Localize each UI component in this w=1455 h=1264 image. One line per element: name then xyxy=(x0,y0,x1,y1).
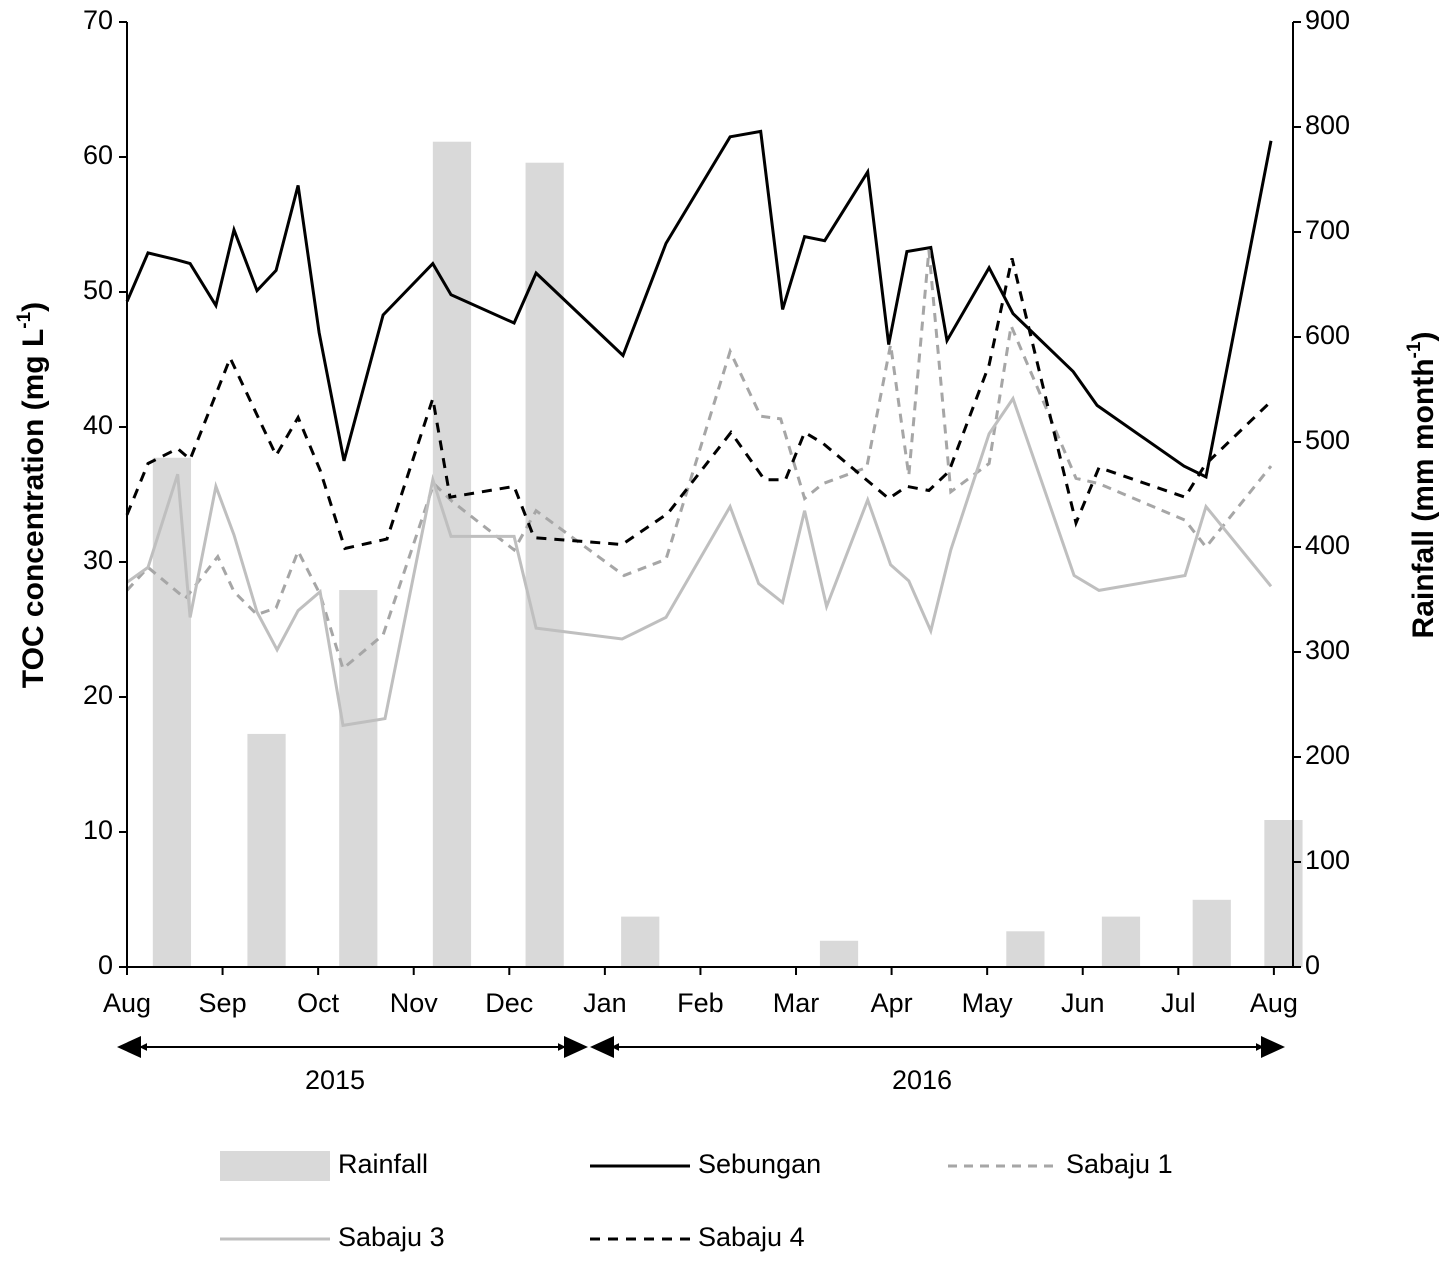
legend-label: Rainfall xyxy=(338,1149,428,1179)
rainfall-bar xyxy=(621,916,660,967)
arrow-head xyxy=(1261,1036,1285,1058)
rainfall-bar xyxy=(1264,820,1303,967)
y2-axis-label: Rainfall (mm month-1) xyxy=(1404,332,1440,639)
x-tick-label: Feb xyxy=(677,988,724,1018)
year-label: 2016 xyxy=(892,1065,952,1095)
y-tick-label: 60 xyxy=(83,140,113,170)
x-tick-label: Nov xyxy=(390,988,439,1018)
x-tick-label: Apr xyxy=(871,988,913,1018)
x-tick-label: Jul xyxy=(1161,988,1196,1018)
y-axis-label: TOC concentration (mg L-1) xyxy=(14,302,50,688)
bars xyxy=(152,141,1303,967)
y2-tick-label: 700 xyxy=(1305,215,1350,245)
rainfall-bar xyxy=(1006,931,1045,967)
y2-tick-label: 0 xyxy=(1305,950,1320,980)
x-tick-label: Jan xyxy=(583,988,627,1018)
y2-tick-label: 500 xyxy=(1305,425,1350,455)
rainfall-bar xyxy=(432,141,472,967)
y2-label-end: ) xyxy=(1407,332,1440,342)
rainfall-bar xyxy=(819,940,859,967)
y2-tick-label: 100 xyxy=(1305,845,1350,875)
y-label-end: ) xyxy=(17,302,50,312)
rainfall-bar xyxy=(339,590,378,967)
y2-tick-label: 900 xyxy=(1305,5,1350,35)
y2-tick-label: 800 xyxy=(1305,110,1350,140)
y2-tick-label: 200 xyxy=(1305,740,1350,770)
y-tick-label: 30 xyxy=(83,545,113,575)
y2-tick-label: 600 xyxy=(1305,320,1350,350)
y-tick-label: 70 xyxy=(83,5,113,35)
lines xyxy=(125,129,1273,728)
y-tick-label: 50 xyxy=(83,275,113,305)
legend-label: Sabaju 3 xyxy=(338,1222,445,1252)
y-tick-label: 0 xyxy=(98,950,113,980)
x-tick-label: Oct xyxy=(297,988,340,1018)
legend-label: Sebungan xyxy=(698,1149,821,1179)
x-tick-label: Sep xyxy=(199,988,247,1018)
year-label: 2015 xyxy=(305,1065,365,1095)
arrow-head xyxy=(117,1036,141,1058)
x-tick-label: Aug xyxy=(1250,988,1298,1018)
arrow-head xyxy=(590,1036,614,1058)
legend-swatch xyxy=(220,1151,330,1181)
rainfall-bar xyxy=(247,733,286,967)
x-tick-label: Jun xyxy=(1061,988,1105,1018)
legend-label: Sabaju 1 xyxy=(1066,1149,1173,1179)
x-tick-label: May xyxy=(962,988,1014,1018)
y2-label-sup: -1 xyxy=(1404,341,1425,358)
y-label-sup: -1 xyxy=(14,311,35,328)
axes: 0102030405060700100200300400500600700800… xyxy=(83,5,1350,1018)
legend-label: Sabaju 4 xyxy=(698,1222,805,1252)
legend: Rainfall Sebungan Sabaju 1 Sabaju 3 Sabaju 4 xyxy=(220,1149,1173,1252)
x-tick-label: Dec xyxy=(485,988,533,1018)
series-line xyxy=(125,249,1273,672)
y2-label-text: Rainfall (mm month xyxy=(1407,358,1440,638)
arrow-head xyxy=(564,1036,588,1058)
rainfall-bar xyxy=(1192,899,1231,967)
y2-tick-label: 300 xyxy=(1305,635,1350,665)
y-tick-label: 40 xyxy=(83,410,113,440)
series-line xyxy=(125,129,1273,480)
series-line xyxy=(125,257,1273,551)
y-tick-label: 10 xyxy=(83,815,113,845)
y-label-text: TOC concentration (mg L xyxy=(17,329,50,688)
x-tick-label: Mar xyxy=(773,988,820,1018)
rainfall-bar xyxy=(1101,916,1141,967)
y-tick-label: 20 xyxy=(83,680,113,710)
y2-tick-label: 400 xyxy=(1305,530,1350,560)
x-tick-label: Aug xyxy=(103,988,151,1018)
series-line xyxy=(126,395,1273,728)
rainfall-bar xyxy=(525,162,564,967)
